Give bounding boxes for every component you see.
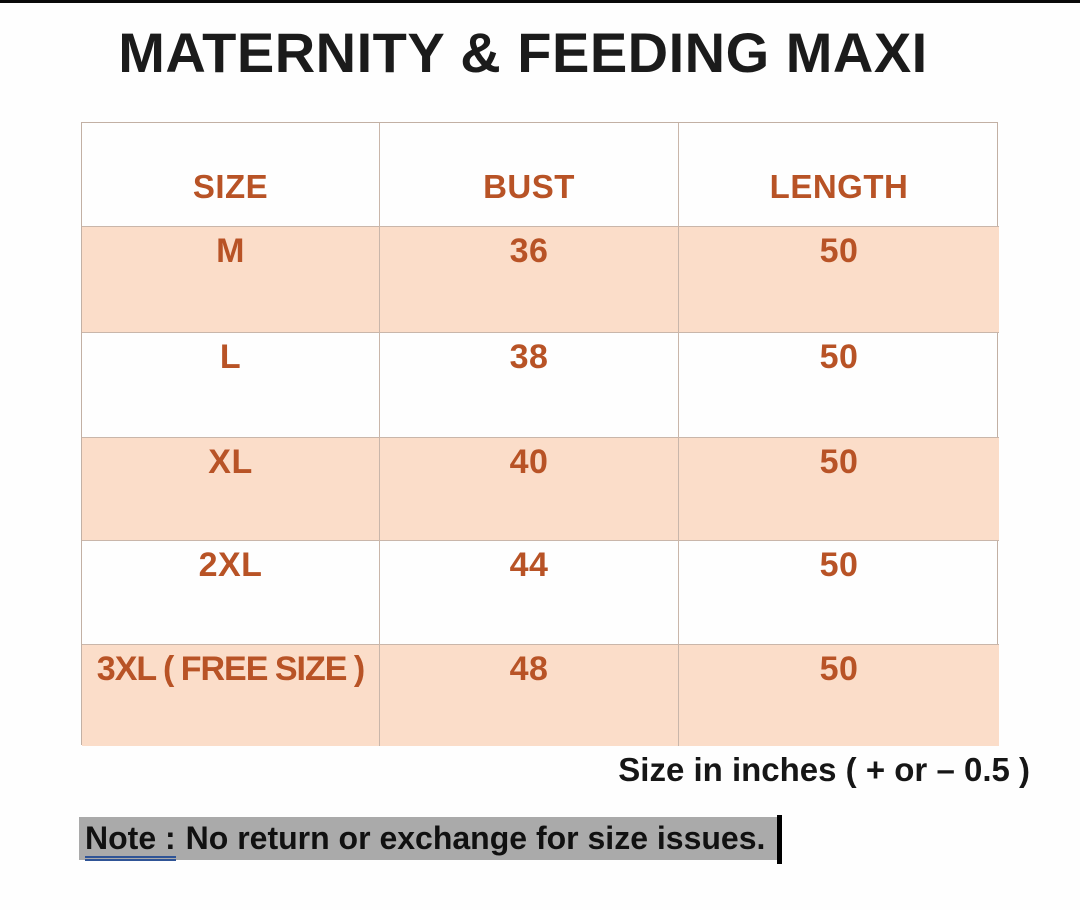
- note-highlight-box: Note : No return or exchange for size iss…: [79, 815, 783, 864]
- page-title: MATERNITY & FEEDING MAXI: [118, 21, 928, 84]
- cell-bust-m: 36: [380, 227, 679, 333]
- size-chart-table: SIZE BUST LENGTH M 36 50 L 38 50 XL 40 5…: [81, 122, 999, 746]
- cell-bust-l: 38: [380, 333, 679, 438]
- cell-bust-3xl: 48: [380, 645, 679, 746]
- cell-size-3xl: 3XL ( FREE SIZE ): [82, 645, 380, 746]
- note-label: Note :: [85, 820, 176, 861]
- text-cursor-caret: [777, 815, 783, 864]
- cell-length-3xl: 50: [679, 645, 999, 746]
- cell-length-m: 50: [679, 227, 999, 333]
- column-header-size: SIZE: [82, 123, 380, 227]
- cell-bust-2xl: 44: [380, 541, 679, 645]
- cell-size-l: L: [82, 333, 380, 438]
- cell-length-l: 50: [679, 333, 999, 438]
- note-text: No return or exchange for size issues.: [185, 820, 766, 856]
- cell-length-2xl: 50: [679, 541, 999, 645]
- cell-length-xl: 50: [679, 438, 999, 541]
- cell-size-m: M: [82, 227, 380, 333]
- cell-size-xl: XL: [82, 438, 380, 541]
- cell-bust-xl: 40: [380, 438, 679, 541]
- units-caption: Size in inches ( + or – 0.5 ): [618, 751, 1030, 788]
- top-border-strip: [0, 0, 1080, 3]
- column-header-length: LENGTH: [679, 123, 999, 227]
- column-header-bust: BUST: [380, 123, 679, 227]
- cell-size-2xl: 2XL: [82, 541, 380, 645]
